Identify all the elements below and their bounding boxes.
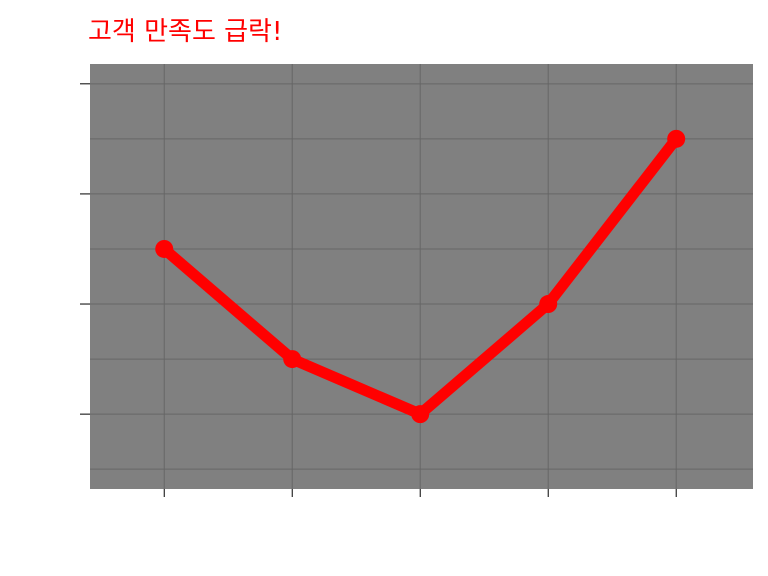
data-point [667, 129, 686, 148]
data-point [155, 239, 174, 258]
data-point [539, 295, 558, 314]
data-point [283, 350, 302, 369]
data-point [411, 405, 430, 424]
chart-title: 고객 만족도 급락! [88, 17, 283, 47]
